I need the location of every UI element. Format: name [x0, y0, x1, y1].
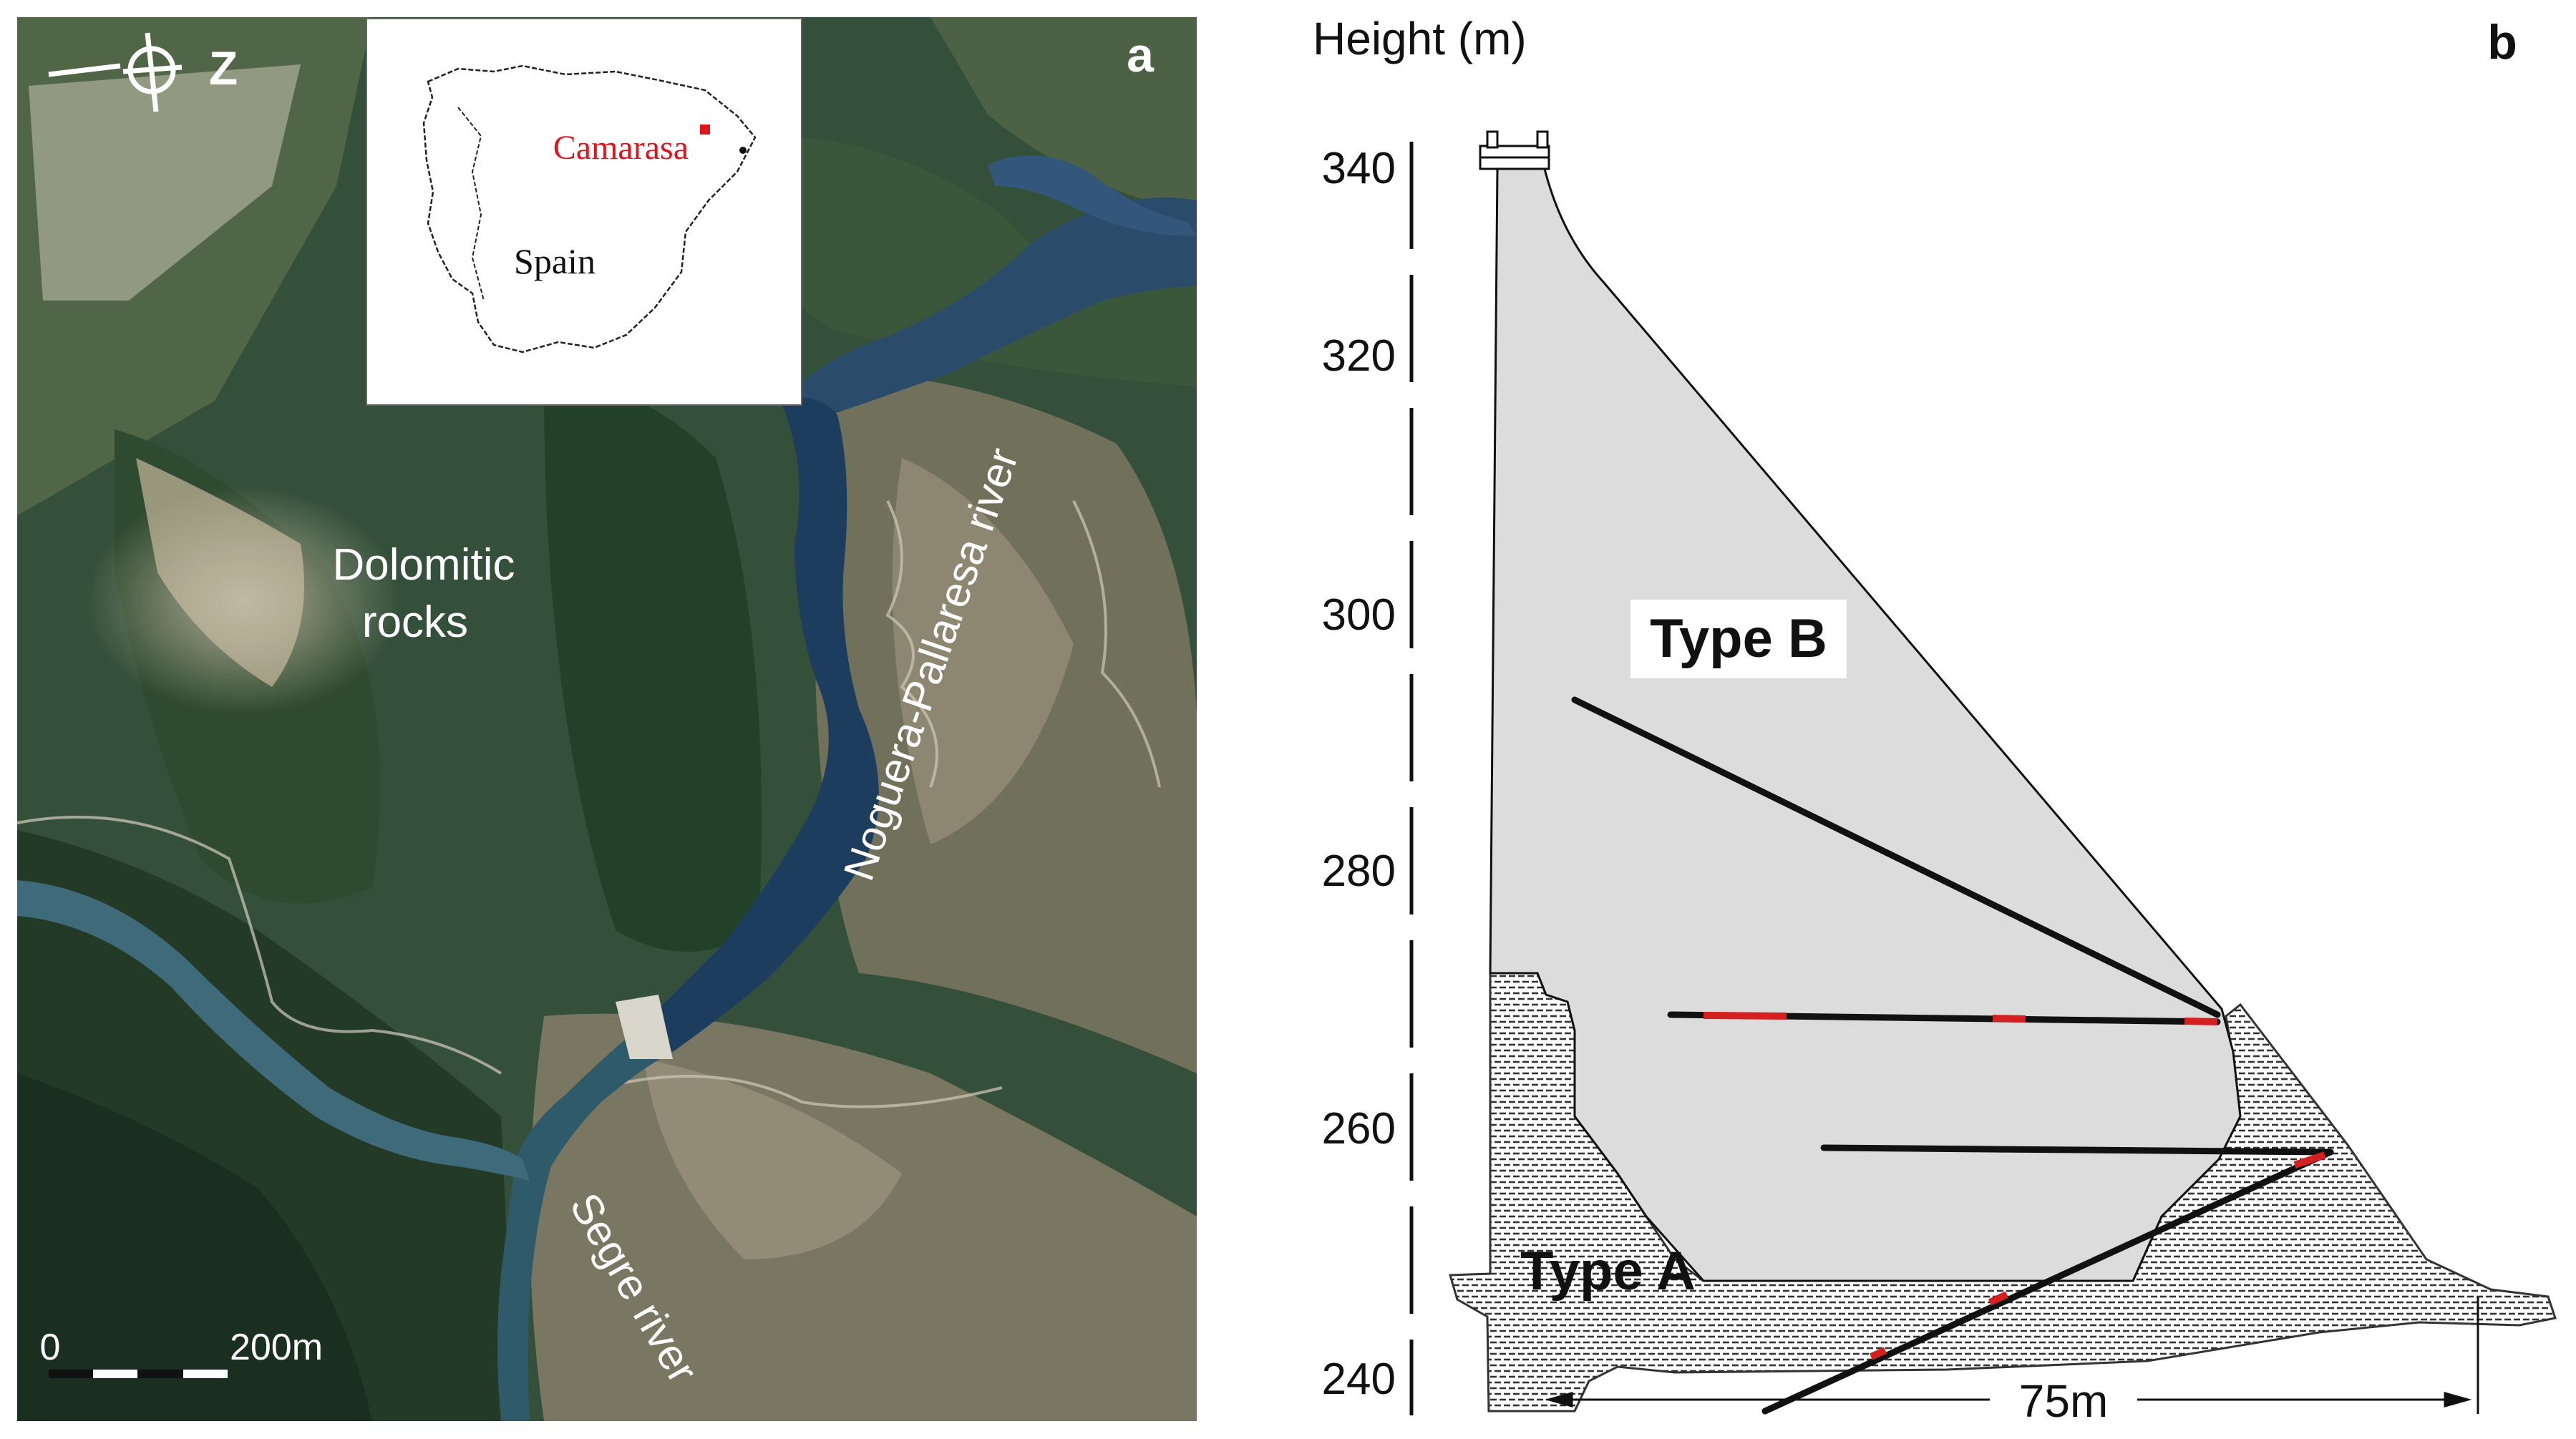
axis-title: Height (m)	[1313, 13, 1527, 64]
tick-260: 260	[1322, 1104, 1396, 1153]
rocks-label: rocks	[362, 597, 468, 647]
inset-frame	[366, 18, 802, 406]
scale-end-label: 200m	[230, 1327, 323, 1368]
fracture-inclined	[1761, 1148, 2334, 1415]
fracture-lines	[1571, 696, 2334, 1415]
panel-label-a: a	[1127, 28, 1155, 82]
type-b-label: Type B	[1650, 608, 1827, 669]
width-dimension	[1545, 1297, 2479, 1414]
location-inset: Camarasa Spain	[366, 18, 802, 406]
tick-340: 340	[1322, 144, 1396, 193]
tick-240: 240	[1322, 1355, 1396, 1404]
dolomitic-label: Dolomitic	[333, 540, 515, 590]
spain-label: Spain	[514, 241, 596, 281]
fracture-lower-horizontal	[1820, 1144, 2334, 1156]
reservoir-upper	[780, 197, 1197, 422]
river-segre	[17, 880, 530, 1181]
camarasa-label: Camarasa	[553, 129, 689, 167]
dam-crest	[1479, 130, 1550, 170]
panel-label-b: b	[2487, 15, 2517, 69]
tick-300: 300	[1322, 590, 1396, 640]
roads	[16, 500, 1161, 1108]
type-b-label-bg	[1630, 600, 1847, 678]
river-noguera-lower	[497, 1023, 673, 1421]
camarasa-marker	[700, 125, 710, 135]
scale-start-label: 0	[40, 1327, 61, 1368]
dam-structure	[616, 995, 673, 1059]
reservoir-main	[644, 397, 879, 1052]
iberia-outline	[422, 64, 757, 353]
tick-320: 320	[1322, 331, 1396, 381]
dam-body	[1489, 167, 2242, 1282]
map-scale-bar: 0 200m	[40, 1327, 323, 1378]
portugal-border	[457, 107, 485, 301]
dam-section-panel: Height (m) b 340 320 300 280 260 240	[1313, 13, 2557, 1427]
city-dot	[739, 147, 747, 154]
fracture-type-b	[1571, 696, 2221, 1018]
fracture-highlights	[1703, 1012, 2326, 1360]
rivers	[17, 155, 1197, 1421]
reservoir-branch	[988, 155, 1197, 236]
north-arrow-letter: Z	[209, 42, 238, 94]
map-panel: Camarasa Spain Z a Dolomitic rocks Nogue…	[16, 17, 1197, 1421]
dimension-label: 75m	[2019, 1375, 2109, 1427]
tick-280: 280	[1322, 847, 1396, 896]
north-arrow-icon	[48, 32, 183, 112]
type-a-label: Type A	[1520, 1241, 1696, 1302]
